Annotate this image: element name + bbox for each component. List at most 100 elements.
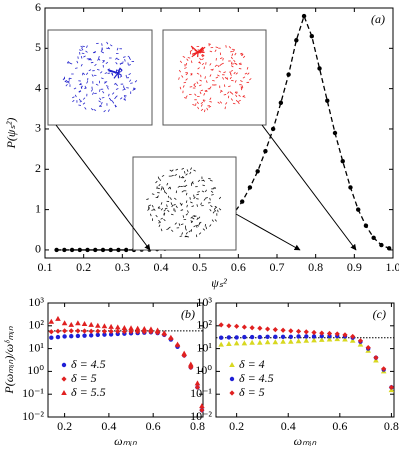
point [108, 328, 114, 334]
inset-vector [213, 209, 217, 212]
inset-vector [205, 197, 208, 199]
legend-marker [61, 390, 67, 395]
point [242, 334, 247, 340]
inset-vector [98, 104, 102, 107]
inset-vector [199, 57, 202, 61]
x-tick-label: 0.5 [192, 260, 207, 274]
point [255, 169, 260, 174]
inset-vector [218, 208, 222, 211]
inset-vector [192, 104, 195, 106]
point [342, 336, 348, 342]
inset-vector [203, 93, 206, 96]
point [240, 199, 245, 204]
inset-vector [127, 55, 131, 58]
x-tick-label: 0.3 [115, 260, 130, 274]
inset-vector [190, 201, 193, 204]
point [100, 247, 106, 253]
inset-vector [196, 217, 199, 221]
inset-vector [116, 47, 119, 51]
point [318, 336, 325, 342]
inset-vector [178, 69, 182, 73]
arrow [261, 124, 357, 251]
inset-vector [157, 187, 160, 190]
inset-vector [185, 173, 188, 176]
inset-vector [128, 73, 131, 76]
inset-vector [224, 106, 226, 110]
inset-vector [229, 76, 232, 80]
inset-vector [168, 186, 171, 190]
inset-vector [158, 224, 161, 228]
panel-label: (b) [181, 307, 195, 321]
inset-vector [175, 168, 179, 171]
inset-vector [188, 230, 191, 233]
inset-vector [209, 63, 212, 66]
inset-vector [105, 85, 109, 87]
point [168, 334, 174, 340]
y-tick-label: 6 [35, 0, 41, 14]
inset-vector [209, 50, 213, 53]
point [226, 335, 232, 340]
point [114, 324, 121, 330]
inset-vector [124, 98, 126, 101]
inset-vector [222, 77, 224, 80]
inset-vector [86, 81, 89, 84]
inset-vector [209, 97, 212, 101]
point [226, 340, 232, 346]
point [263, 148, 268, 154]
inset-vector [151, 193, 155, 195]
inset-vector [230, 65, 234, 68]
y-tick-label: 10² [196, 318, 212, 332]
inset-vector [210, 205, 213, 208]
inset-vector [202, 184, 205, 187]
inset-vector [181, 167, 185, 170]
axes-frame [44, 7, 394, 259]
inset-vector [196, 224, 200, 227]
point [249, 339, 255, 345]
inset-frame [132, 156, 237, 251]
inset-vector [164, 191, 168, 195]
inset-vector [229, 71, 232, 74]
legend-marker [61, 376, 67, 382]
point [272, 327, 278, 333]
inset-vector [180, 223, 184, 225]
inset-vector [205, 80, 208, 84]
inset-vector [146, 198, 149, 200]
point [295, 338, 302, 344]
inset-vector [185, 227, 187, 231]
inset-vector [160, 208, 164, 211]
inset-vector [241, 53, 244, 57]
point [373, 355, 379, 361]
inset-vector [230, 98, 233, 101]
point [350, 333, 356, 340]
inset-vector [186, 204, 188, 208]
point [265, 334, 270, 339]
point [311, 334, 317, 339]
y-axis-label: P(ωₘᵢₙ)/ωᵟₘᵢₙ [2, 326, 16, 394]
inset-vector [157, 207, 161, 209]
point [55, 315, 61, 321]
point [81, 328, 88, 334]
inset-vector [209, 224, 212, 227]
inset-vector [219, 63, 222, 67]
inset-vector [168, 226, 171, 229]
point [101, 323, 108, 329]
inset-vector [115, 83, 119, 86]
inset-vector [82, 72, 86, 76]
x-tick-label: 0.6 [231, 260, 246, 274]
inset-vector [160, 202, 163, 205]
inset-vector [184, 97, 187, 99]
x-tick-label: 0.4 [101, 419, 116, 433]
panel: 0.2 0.4 0.6 0.8 10⁻² 10⁻¹ 10⁰ 10¹ 10² 10³ ωₘᵢₙ P(ωₘ… [2, 295, 205, 448]
inset-vector [190, 216, 193, 219]
inset-vector [246, 67, 249, 70]
inset-vector [199, 84, 202, 87]
point [194, 384, 201, 390]
inset-vector [124, 59, 126, 62]
x-tick-label: 0.4 [281, 419, 296, 433]
inset-vector [95, 83, 99, 86]
inset-vector [185, 232, 188, 235]
inset-vector [191, 47, 194, 50]
inset-vector [151, 209, 154, 211]
inset-vector [191, 181, 194, 184]
